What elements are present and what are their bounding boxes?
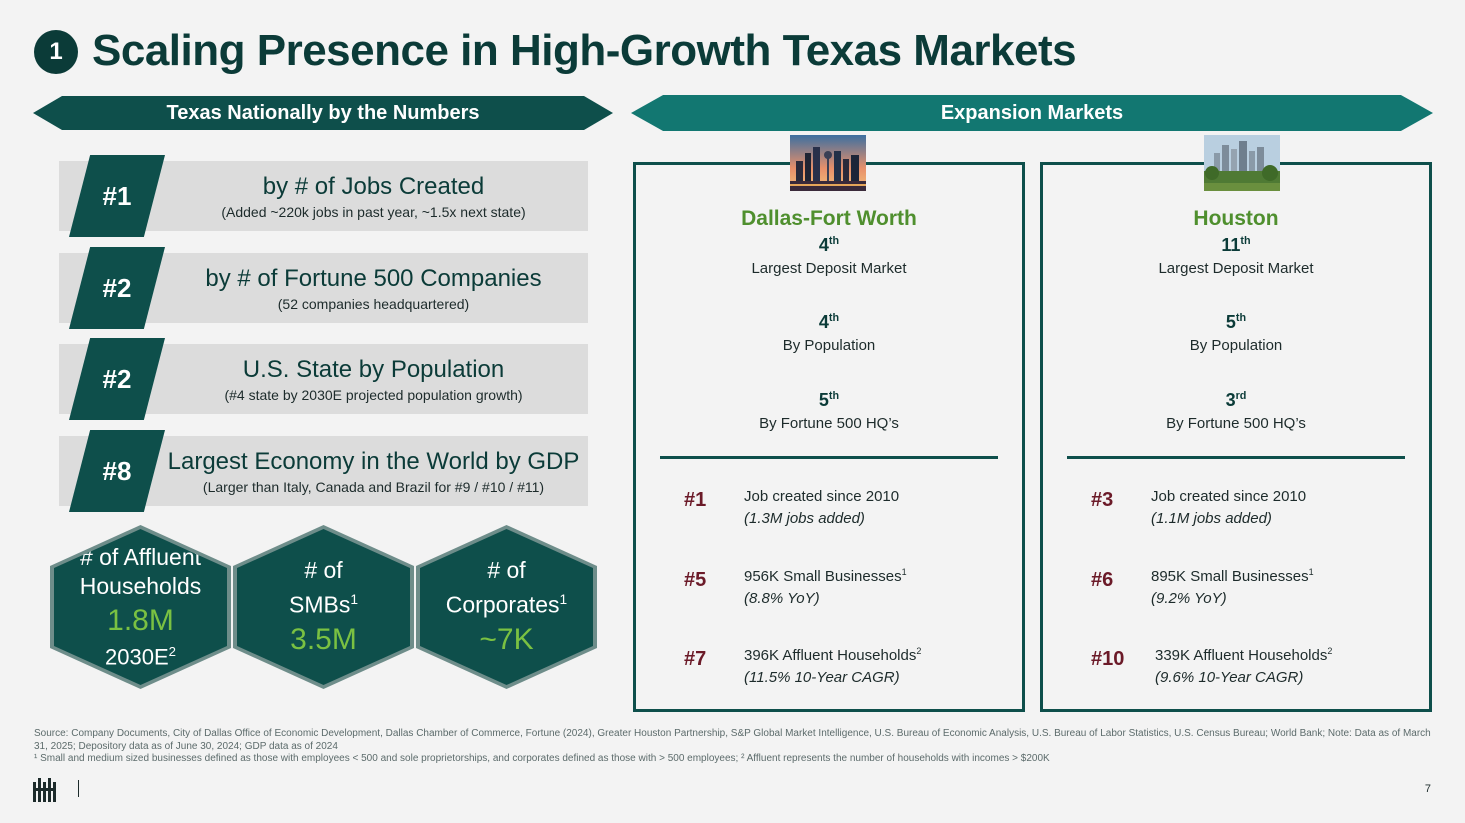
market-ranking-item: #3 Job created since 2010 (1.1M jobs adde…	[1091, 488, 1307, 527]
hexagon-label: Households	[79, 573, 202, 600]
hexagon-label: Corporates1	[445, 591, 568, 618]
rank-badge: #2	[69, 338, 165, 420]
market-ranking-item: #6 895K Small Businesses1 (9.2% YoY)	[1091, 567, 1314, 607]
ranking-title: by # of Jobs Created	[262, 173, 485, 200]
market-stat: 4th Largest Deposit Market	[751, 235, 907, 277]
market-ranking-item: #10 339K Affluent Households2 (9.6% 10-Ye…	[1091, 646, 1333, 686]
dallas-market-panel: Dallas-Fort Worth 4th Largest Deposit Ma…	[633, 162, 1025, 712]
hexagon-value: ~7K	[479, 622, 534, 656]
divider	[660, 456, 998, 459]
market-name: Houston	[1193, 207, 1279, 230]
market-ranking-item: #1 Job created since 2010 (1.3M jobs adde…	[684, 488, 900, 527]
ranking-row: #1 by # of Jobs Created (Added ~220k job…	[59, 155, 588, 237]
rank-badge: #2	[69, 247, 165, 329]
hexagon-label: # of Affluent	[79, 544, 202, 571]
ranking-subtitle: (Larger than Italy, Canada and Brazil fo…	[202, 479, 545, 495]
ranking-title: by # of Fortune 500 Companies	[205, 265, 542, 292]
hexagon-footnote: 2030E2	[105, 644, 176, 670]
rank-badge: #1	[69, 155, 165, 237]
market-stat: 3rd By Fortune 500 HQ’s	[1166, 390, 1306, 432]
texas-numbers-banner: Texas Nationally by the Numbers	[33, 96, 613, 130]
market-stat: 5th By Population	[1189, 312, 1283, 354]
ranking-subtitle: (#4 state by 2030E projected population …	[224, 387, 523, 403]
company-logo-icon	[33, 778, 56, 802]
houston-market-panel: Houston 11th Largest Deposit Market 5th …	[1040, 162, 1432, 712]
corporates-hexagon: # of Corporates1 ~7K	[420, 529, 593, 685]
ranking-subtitle: (52 companies headquartered)	[277, 296, 470, 312]
rank-badge: #8	[69, 430, 165, 512]
hexagon-label: # of	[304, 557, 343, 584]
market-name: Dallas-Fort Worth	[741, 207, 917, 230]
houston-skyline-image	[1204, 135, 1280, 191]
source-footnote: Source: Company Documents, City of Dalla…	[34, 728, 1431, 764]
divider	[1067, 456, 1405, 459]
hexagon-value: 3.5M	[290, 622, 357, 656]
ranking-subtitle: (Added ~220k jobs in past year, ~1.5x ne…	[221, 204, 526, 220]
page-number: 7	[1424, 783, 1431, 795]
market-ranking-item: #5 956K Small Businesses1 (8.8% YoY)	[684, 567, 907, 607]
expansion-markets-banner: Expansion Markets	[631, 95, 1433, 131]
ranking-row: #8 Largest Economy in the World by GDP (…	[59, 430, 588, 512]
page-title: Scaling Presence in High-Growth Texas Ma…	[92, 26, 1077, 75]
dallas-skyline-image	[790, 135, 866, 191]
section-number-badge: 1	[34, 30, 78, 74]
smbs-hexagon: # of SMBs1 3.5M	[237, 529, 410, 685]
market-stat: 5th By Fortune 500 HQ’s	[759, 390, 899, 432]
logo-separator	[78, 780, 79, 797]
hexagon-value: 1.8M	[107, 604, 174, 638]
ranking-title: U.S. State by Population	[242, 356, 505, 383]
market-stat: 4th By Population	[782, 312, 876, 354]
affluent-households-hexagon: # of Affluent Households 1.8M 2030E2	[54, 529, 227, 685]
hexagon-label: SMBs1	[288, 591, 359, 618]
hexagon-label: # of	[487, 557, 526, 584]
market-stat: 11th Largest Deposit Market	[1158, 235, 1314, 277]
ranking-row: #2 U.S. State by Population (#4 state by…	[59, 338, 588, 420]
ranking-title: Largest Economy in the World by GDP	[167, 448, 580, 475]
market-ranking-item: #7 396K Affluent Households2 (11.5% 10-Ye…	[684, 646, 922, 686]
ranking-row: #2 by # of Fortune 500 Companies (52 com…	[59, 247, 588, 329]
